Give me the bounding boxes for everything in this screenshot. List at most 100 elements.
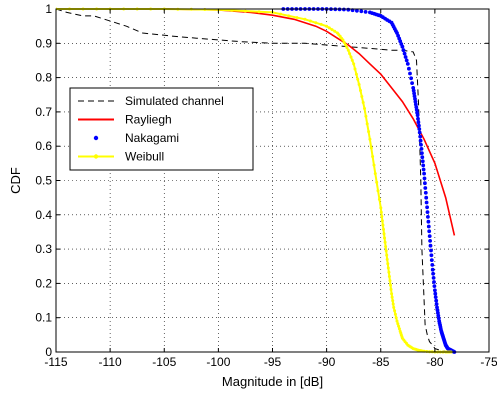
x-tick-label: -85 (372, 355, 390, 369)
series-point-weibull (384, 249, 388, 253)
series-point-weibull (342, 40, 346, 44)
series-point-nakagami (401, 48, 406, 53)
series-point-nakagami (415, 113, 420, 118)
series-point-weibull (314, 21, 318, 25)
series-point-weibull (357, 83, 361, 86)
series-point-weibull (388, 279, 392, 283)
series-point-nakagami (431, 276, 436, 280)
y-tick-label: 0.4 (35, 208, 52, 222)
y-tick-label: 0.7 (35, 105, 52, 119)
legend-label: Rayliegh (125, 113, 172, 127)
series-point-weibull (319, 22, 323, 26)
series-point-weibull (391, 302, 395, 306)
series-point-nakagami (429, 253, 434, 258)
series-point-weibull (373, 172, 377, 176)
series-point-weibull (341, 38, 345, 42)
series-point-weibull (364, 114, 368, 118)
series-layer (56, 7, 457, 354)
series-point-weibull (353, 67, 357, 71)
series-point-nakagami (428, 239, 432, 243)
legend: Simulated channel Rayliegh Nakagami Weibull (69, 87, 254, 171)
x-tick-label: -105 (152, 355, 176, 369)
series-point-nakagami (412, 94, 417, 98)
series-point-weibull (287, 14, 291, 18)
series-point-weibull (371, 155, 375, 158)
series-point-weibull (382, 227, 385, 231)
series-point-nakagami (418, 138, 423, 143)
series-point-nakagami (426, 219, 431, 224)
series-point-weibull (327, 26, 331, 30)
x-tick-label: -90 (318, 355, 336, 369)
series-point-nakagami (416, 120, 421, 125)
series-point-nakagami (425, 210, 430, 215)
y-axis-label: CDF (8, 167, 23, 194)
series-point-weibull (325, 24, 329, 28)
series-point-weibull (243, 9, 247, 13)
series-point-nakagami (355, 8, 359, 13)
series-point-weibull (394, 316, 398, 320)
y-tick-label: 0.6 (35, 139, 52, 153)
series-point-nakagami (422, 171, 426, 176)
series-point-nakagami (429, 258, 434, 262)
series-point-nakagami (411, 88, 416, 93)
series-point-nakagami (409, 76, 413, 81)
series-point-nakagami (420, 151, 424, 156)
series-point-weibull (346, 48, 350, 52)
y-tick-label: 0.5 (35, 174, 52, 188)
series-point-weibull (386, 262, 390, 266)
series-point-nakagami (410, 81, 414, 85)
series-point-nakagami (425, 205, 429, 210)
series-point-weibull (377, 197, 381, 201)
series-point-nakagami (433, 295, 438, 299)
series-weibull (56, 7, 453, 354)
x-tick-label: -115 (44, 355, 67, 369)
series-point-weibull (392, 305, 396, 309)
series-point-nakagami (408, 71, 412, 76)
series-point-weibull (348, 52, 352, 56)
legend-label: Nakagami (125, 131, 179, 145)
series-point-nakagami (417, 130, 422, 135)
series-point-nakagami (407, 66, 411, 71)
series-point-nakagami (403, 55, 408, 59)
legend-item-rayliegh: Rayliegh (78, 113, 172, 127)
series-point-weibull (303, 17, 307, 21)
series-point-weibull (360, 95, 364, 98)
series-point-weibull (368, 137, 372, 141)
x-tick-label: -80 (426, 355, 444, 369)
series-point-weibull (385, 253, 389, 257)
series-point-weibull (380, 215, 384, 218)
series-nakagami (281, 7, 457, 354)
series-point-weibull (350, 58, 354, 62)
x-axis-label: Magnitude in [dB] (222, 374, 323, 389)
x-tick-label: -75 (480, 355, 497, 369)
series-point-weibull (354, 72, 358, 76)
series-point-nakagami (417, 123, 421, 128)
series-point-nakagami (434, 302, 439, 306)
legend-swatch (93, 135, 99, 141)
series-point-weibull (396, 322, 400, 326)
series-point-weibull (387, 275, 391, 278)
series-point-nakagami (416, 116, 420, 121)
series-point-nakagami (418, 134, 423, 139)
series-point-nakagami (419, 147, 424, 151)
series-point-weibull (376, 189, 380, 193)
x-tick-label: -100 (206, 355, 230, 369)
series-point-weibull (352, 62, 356, 66)
y-tick-label: 0.1 (35, 311, 52, 325)
series-point-weibull (393, 309, 397, 313)
series-point-weibull (383, 236, 386, 240)
series-point-nakagami (419, 142, 423, 147)
series-point-nakagami (402, 51, 407, 56)
series-point-nakagami (430, 267, 435, 272)
series-point-nakagami (435, 305, 439, 310)
y-tick-label: 1 (45, 2, 52, 16)
series-point-nakagami (431, 271, 435, 276)
series-point-weibull (230, 8, 234, 12)
series-point-weibull (345, 46, 349, 50)
series-point-weibull (393, 312, 397, 316)
series-point-nakagami (436, 313, 441, 318)
series-point-weibull (382, 232, 386, 236)
series-point-nakagami (346, 7, 351, 12)
series-point-weibull (379, 206, 383, 210)
